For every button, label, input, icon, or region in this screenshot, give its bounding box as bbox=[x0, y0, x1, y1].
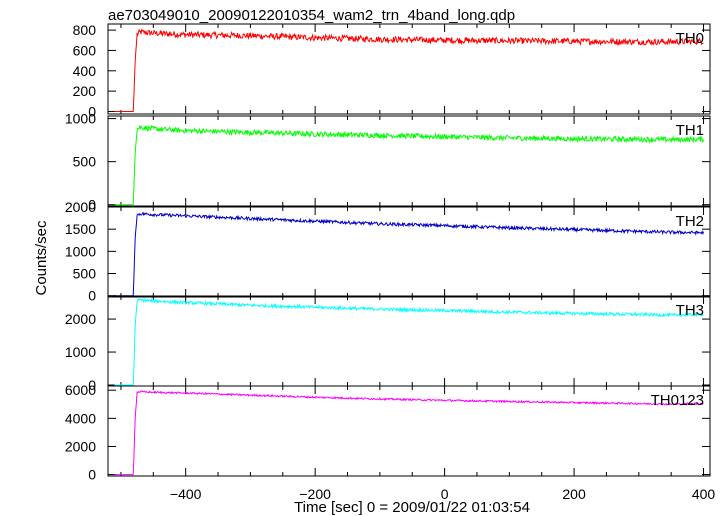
series-label-th3: TH3 bbox=[676, 302, 704, 319]
y-tick-label: 0 bbox=[88, 467, 96, 483]
y-tick-label: 400 bbox=[73, 63, 97, 79]
y-tick-label: 0 bbox=[88, 377, 96, 393]
panel-frame bbox=[107, 385, 711, 477]
series-label-th2: TH2 bbox=[676, 213, 704, 230]
series-line-th2 bbox=[114, 211, 704, 297]
y-tick-label: 600 bbox=[73, 42, 97, 58]
panel-frame bbox=[107, 23, 711, 115]
y-tick-label: 500 bbox=[73, 154, 97, 170]
x-tick-label: 400 bbox=[692, 486, 716, 502]
y-tick-label: 1000 bbox=[65, 111, 96, 127]
panel-frame bbox=[107, 115, 711, 207]
y-tick-label: 200 bbox=[73, 83, 97, 99]
panel-th0: 0 200 400 600 800 TH0 bbox=[73, 22, 711, 119]
y-tick-label: 1000 bbox=[65, 344, 96, 360]
panels-group: 0 200 400 600 800 TH0 0 500 1000 TH1 0 500 1000 1500 2… bbox=[65, 22, 711, 483]
y-tick-label: 2000 bbox=[65, 311, 96, 327]
chart-title: ae703049010_20090122010354_wam2_trn_4ban… bbox=[108, 7, 515, 24]
y-tick-label: 4000 bbox=[65, 410, 96, 426]
y-tick-label: 2000 bbox=[65, 199, 96, 215]
series-line-th1 bbox=[114, 124, 704, 206]
y-tick-label: 2000 bbox=[65, 438, 96, 454]
series-line-th3 bbox=[114, 297, 704, 386]
y-tick-label: 0 bbox=[88, 288, 96, 304]
x-tick-label: −200 bbox=[299, 486, 331, 502]
y-tick-label: 1000 bbox=[65, 243, 96, 259]
panel-th1: 0 500 1000 TH1 bbox=[65, 111, 711, 213]
x-tick-label: −400 bbox=[170, 486, 202, 502]
panel-frame bbox=[107, 206, 711, 298]
panel-th0123: 0 2000 4000 6000 TH0123 bbox=[65, 382, 711, 483]
series-label-th0123: TH0123 bbox=[651, 392, 704, 409]
panel-th2: 0 500 1000 1500 2000 TH2 bbox=[65, 199, 711, 304]
y-tick-label: 500 bbox=[73, 266, 97, 282]
series-label-th1: TH1 bbox=[676, 122, 704, 139]
y-tick-label: 0 bbox=[88, 197, 96, 213]
x-axis-tick-labels: −400 −200 0 200 400 bbox=[170, 486, 716, 502]
panel-th3: 0 1000 2000 TH3 bbox=[65, 295, 711, 393]
x-tick-label: 200 bbox=[562, 486, 586, 502]
series-line-th0 bbox=[114, 28, 704, 112]
y-tick-label: 800 bbox=[73, 22, 97, 38]
x-axis-label: Time [sec] 0 = 2009/01/22 01:03:54 bbox=[294, 499, 530, 516]
series-label-th0: TH0 bbox=[676, 30, 704, 47]
series-line-th0123 bbox=[114, 390, 704, 476]
y-tick-label: 1500 bbox=[65, 221, 96, 237]
y-tick-label: 0 bbox=[88, 103, 96, 119]
y-tick-label: 6000 bbox=[65, 382, 96, 398]
x-tick-label: 0 bbox=[441, 486, 449, 502]
y-axis-label: Counts/sec bbox=[33, 220, 50, 296]
